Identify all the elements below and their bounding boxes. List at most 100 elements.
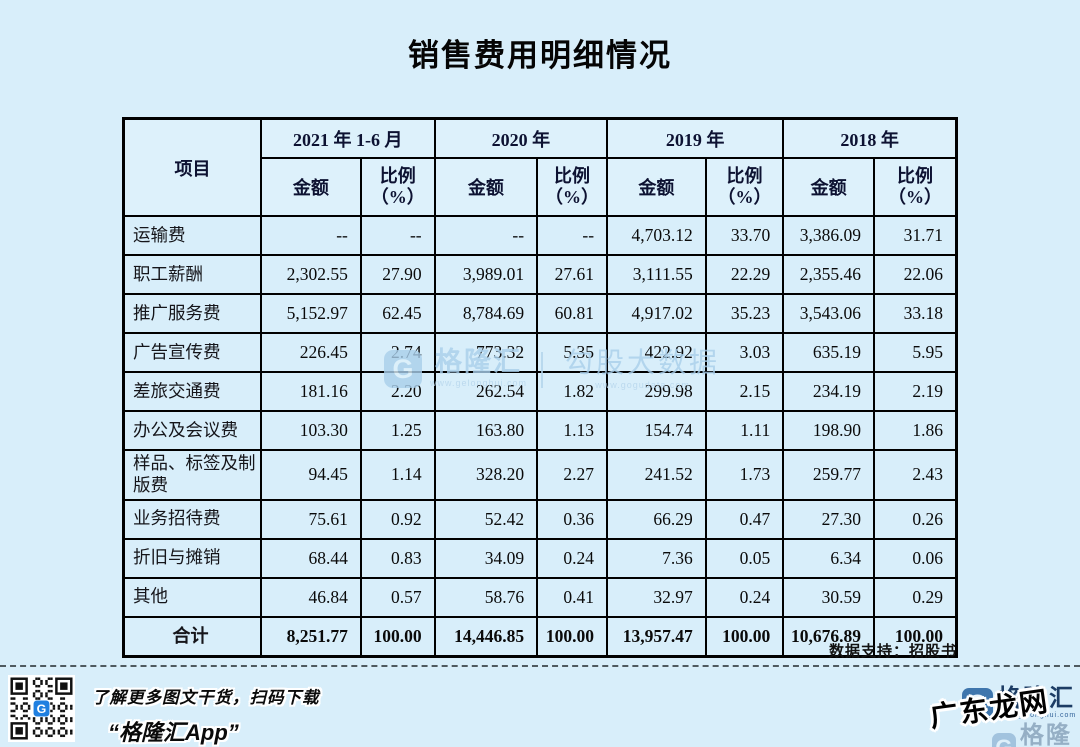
cell: 33.18 xyxy=(873,293,958,334)
cell: 3,111.55 xyxy=(606,254,707,295)
cell: 181.16 xyxy=(259,371,362,412)
cell: 5.35 xyxy=(536,332,609,373)
cell: 100.00 xyxy=(536,615,609,658)
table-row: 运输费 -- -- -- -- 4,703.12 33.70 3,386.09 31.71 xyxy=(122,215,958,256)
cell: 58.76 xyxy=(433,576,539,618)
cell: 4,703.12 xyxy=(606,215,707,256)
cell: 33.70 xyxy=(704,215,785,256)
cell: 3,543.06 xyxy=(782,293,875,334)
cell: 31.71 xyxy=(873,215,958,256)
row-label: 运输费 xyxy=(122,215,262,256)
cell: -- xyxy=(359,215,436,256)
cell: 27.61 xyxy=(536,254,609,295)
cell: 2.74 xyxy=(359,332,436,373)
cell: 22.06 xyxy=(873,254,958,295)
cell: 7.36 xyxy=(606,537,707,579)
brand-logo-reflection: G 格隆汇 xyxy=(992,724,1080,747)
app-name: “格隆汇App” xyxy=(108,720,239,745)
cell: 241.52 xyxy=(606,449,707,501)
table-row: 其他 46.84 0.57 58.76 0.41 32.97 0.24 30.59 0.29 xyxy=(122,576,958,618)
cell: 1.14 xyxy=(359,449,436,501)
cell: -- xyxy=(433,215,539,256)
expense-table: 项目 2021 年 1-6 月 2020 年 2019 年 2018 年 金额 … xyxy=(122,117,958,658)
row-label: 其他 xyxy=(122,576,262,618)
cell: 0.24 xyxy=(536,537,609,579)
cell: 1.25 xyxy=(359,410,436,451)
cell: 94.45 xyxy=(259,449,362,501)
cell: -- xyxy=(536,215,609,256)
cell: 46.84 xyxy=(259,576,362,618)
promo-text-block: 了解更多图文干货，扫码下载 “格隆汇App” xyxy=(92,684,320,747)
cell: 0.83 xyxy=(359,537,436,579)
brand-name-reflection: 格隆汇 xyxy=(1019,722,1072,747)
cell: 163.80 xyxy=(433,410,539,451)
cell: 35.23 xyxy=(704,293,785,334)
cell: 4,917.02 xyxy=(606,293,707,334)
cell: 0.57 xyxy=(359,576,436,618)
subheader-ratio: 比例 （%） xyxy=(704,157,785,217)
cell: 68.44 xyxy=(259,537,362,579)
cell: 2,302.55 xyxy=(259,254,362,295)
cell: 1.86 xyxy=(873,410,958,451)
cell: 0.29 xyxy=(873,576,958,618)
cell: 1.82 xyxy=(536,371,609,412)
cell: 198.90 xyxy=(782,410,875,451)
cell: 27.90 xyxy=(359,254,436,295)
row-label: 差旅交通费 xyxy=(122,371,262,412)
datasource-note: 数据支持：招股书 xyxy=(828,643,957,660)
subheader-ratio: 比例 （%） xyxy=(359,157,436,217)
row-label: 样品、标签及制版费 xyxy=(122,449,262,501)
cell: 22.29 xyxy=(704,254,785,295)
column-header-2018: 2018 年 xyxy=(782,117,958,159)
column-header-2019: 2019 年 xyxy=(606,117,785,159)
table-row: 差旅交通费 181.16 2.20 262.54 1.82 299.98 2.15 234.1… xyxy=(122,371,958,412)
page-title: 销售费用明细情况 xyxy=(408,38,672,73)
row-label: 职工薪酬 xyxy=(122,254,262,295)
cell: 2.19 xyxy=(873,371,958,412)
cell: 0.41 xyxy=(536,576,609,618)
subheader-amount: 金额 xyxy=(606,157,707,217)
cell: 60.81 xyxy=(536,293,609,334)
cell: 2.20 xyxy=(359,371,436,412)
cell: 0.05 xyxy=(704,537,785,579)
row-label: 折旧与摊销 xyxy=(122,537,262,579)
cell: 0.06 xyxy=(873,537,958,579)
cell: 3.03 xyxy=(704,332,785,373)
row-label: 办公及会议费 xyxy=(122,410,262,451)
cell: 100.00 xyxy=(873,615,958,658)
cell: 1.11 xyxy=(704,410,785,451)
cell: 1.73 xyxy=(704,449,785,501)
cell: 62.45 xyxy=(359,293,436,334)
row-label: 广告宣传费 xyxy=(122,332,262,373)
cell: 13,957.47 xyxy=(606,615,707,658)
cell: 0.36 xyxy=(536,498,609,540)
cell: 27.30 xyxy=(782,498,875,540)
cell: 3,989.01 xyxy=(433,254,539,295)
row-label: 业务招待费 xyxy=(122,498,262,540)
cell: 5.95 xyxy=(873,332,958,373)
cell: 2.15 xyxy=(704,371,785,412)
cell: 5,152.97 xyxy=(259,293,362,334)
table-row: 样品、标签及制版费 94.45 1.14 328.20 2.27 241.52 1.73 25… xyxy=(122,449,958,501)
table-row: 广告宣传费 226.45 2.74 773.32 5.35 422.92 3.03 635.1… xyxy=(122,332,958,373)
cell: 75.61 xyxy=(259,498,362,540)
cell: 32.97 xyxy=(606,576,707,618)
row-label: 合计 xyxy=(122,615,262,658)
cell: 52.42 xyxy=(433,498,539,540)
cell: 0.47 xyxy=(704,498,785,540)
column-header-item: 项目 xyxy=(122,117,262,217)
cell: 1.13 xyxy=(536,410,609,451)
cell: 2,355.46 xyxy=(782,254,875,295)
cell: 6.34 xyxy=(782,537,875,579)
column-header-2020: 2020 年 xyxy=(433,117,609,159)
table-row: 推广服务费 5,152.97 62.45 8,784.69 60.81 4,917.02 3… xyxy=(122,293,958,334)
cell: 226.45 xyxy=(259,332,362,373)
cell: 234.19 xyxy=(782,371,875,412)
cell: 8,251.77 xyxy=(259,615,362,658)
cell: 154.74 xyxy=(606,410,707,451)
cell: 773.32 xyxy=(433,332,539,373)
gelonghui-logo-icon: G xyxy=(962,687,993,719)
expense-table-wrap: 项目 2021 年 1-6 月 2020 年 2019 年 2018 年 金额 … xyxy=(122,117,958,658)
cell: 103.30 xyxy=(259,410,362,451)
